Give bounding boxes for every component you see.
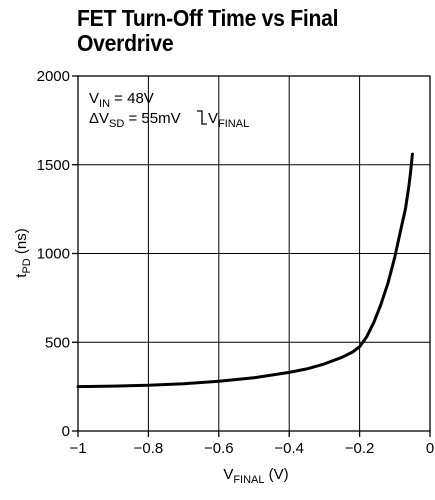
y-tick-label: 2000 — [37, 68, 70, 85]
annotation-vin-sub: IN — [99, 98, 110, 110]
annotation-vfinal-main: V — [208, 110, 218, 127]
x-axis-title-unit: (V) — [265, 466, 289, 483]
annotation-dvsd-main: ΔV — [89, 110, 109, 127]
x-tick-label: −0.4 — [274, 440, 304, 457]
y-tick-label: 1500 — [37, 157, 70, 174]
y-axis-title: tPD (ns) — [13, 228, 33, 277]
annotation-vfinal-sub: FINAL — [218, 118, 249, 130]
x-tick-label: −0.2 — [345, 440, 375, 457]
x-axis-title: VFINAL (V) — [223, 466, 288, 486]
ticks — [72, 75, 431, 437]
y-tick-label: 0 — [62, 423, 70, 440]
annotation-vfinal: VFINAL — [208, 110, 249, 130]
annotation-dvsd-rest: = 55mV — [124, 110, 180, 127]
x-tick-label: −1 — [69, 440, 86, 457]
annotation-vin-main: V — [89, 90, 99, 107]
series-line — [76, 152, 414, 389]
x-tick-label: 0 — [426, 440, 434, 457]
y-tick-label: 1000 — [37, 246, 70, 263]
annotation-vin: VIN = 48V — [89, 90, 154, 110]
x-tick-label: −0.6 — [204, 440, 234, 457]
annotation-dvsd: ΔVSD = 55mV — [89, 110, 181, 130]
annotation-dvsd-sub: SD — [109, 118, 124, 130]
annotation-vin-rest: = 48V — [110, 90, 154, 107]
y-tick-label: 500 — [45, 334, 70, 351]
x-axis-title-sub: FINAL — [233, 474, 264, 486]
y-axis-title-sub: PD — [21, 258, 33, 273]
chart-title: FET Turn-Off Time vs Final Overdrive — [77, 5, 339, 56]
x-axis-title-main: V — [223, 466, 233, 483]
x-tick-label: −0.8 — [134, 440, 164, 457]
y-axis-title-unit: (ns) — [13, 228, 30, 258]
annotation-bracket — [197, 110, 207, 125]
tick-labels: −1 −0.8 −0.6 −0.4 −0.2 0 0 500 1000 1500 2000 — [37, 68, 435, 457]
y-axis-title-main: t — [13, 273, 30, 278]
